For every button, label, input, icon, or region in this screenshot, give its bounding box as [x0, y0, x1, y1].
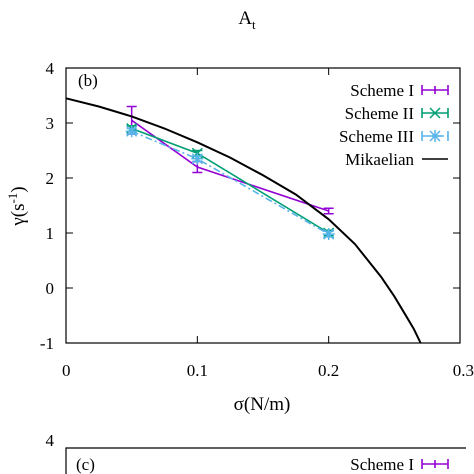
panel-label-b: (b) [78, 71, 98, 90]
legend-marker-scheme-ii [429, 107, 441, 119]
y-tick-label-2: 1 [46, 224, 55, 243]
y-axis-label: γ(s-1) [5, 186, 29, 226]
legend-sample-c-scheme-i [421, 459, 449, 469]
x-tick-label-1: 0.1 [187, 361, 208, 380]
top-caption: At [238, 8, 256, 32]
legend-sample-scheme-iii [421, 130, 449, 142]
legend-label-scheme-iii: Scheme III [339, 127, 414, 146]
series-line-mikaelian [65, 97, 422, 344]
panel-label-c: (c) [76, 455, 95, 474]
top-caption-main: A [238, 8, 252, 29]
y-tick-label-0: -1 [40, 334, 54, 353]
x-axis-label: σ(N/m) [234, 394, 291, 415]
legend-label-scheme-i: Scheme I [350, 81, 414, 100]
y-axis: -1 0 1 2 3 4 [40, 59, 460, 353]
legend: Scheme I Scheme II Scheme III Mikaelian [339, 81, 449, 169]
x-tick-label-3: 0.3 [453, 361, 474, 380]
legend-sample-scheme-ii [421, 107, 449, 119]
y-axis-label-sup: -1 [5, 193, 20, 204]
marker-scheme-iii-1 [191, 152, 204, 165]
y-axis-label-close: ) [8, 186, 29, 192]
legend-marker-scheme-iii [429, 130, 441, 142]
legend-label-mikaelian: Mikaelian [345, 150, 414, 169]
marker-scheme-iii-2 [322, 228, 335, 241]
plot-frame [65, 67, 461, 344]
legend-marker-scheme-ii-stroke-b [429, 107, 441, 119]
y-tick-label-1: 0 [46, 279, 55, 298]
marker-scheme-iii-0 [125, 125, 138, 138]
errorbar-scheme-i-2 [323, 207, 334, 215]
y-tick-label-4: 3 [46, 114, 55, 133]
legend-sample-scheme-i [421, 85, 449, 95]
x-tick-label-0: 0 [62, 361, 71, 380]
y-tick-label-c-4: 4 [46, 431, 55, 450]
panel-b: -1 0 1 2 3 4 0 0.1 0.2 0.3 (b) Scheme I Scheme II… [5, 59, 474, 415]
y-axis-label-main: γ(s [8, 204, 29, 227]
legend-label-c-scheme-i: Scheme I [350, 455, 414, 474]
top-caption-sub: t [252, 17, 256, 32]
panel-c: 4 (c) Scheme I [46, 431, 466, 474]
plot-series [65, 97, 422, 344]
y-tick-label-3: 2 [46, 169, 55, 188]
y-tick-label-5: 4 [46, 59, 55, 78]
x-tick-label-2: 0.2 [318, 361, 339, 380]
series-line-scheme-iii [131, 130, 330, 235]
x-axis: 0 0.1 0.2 0.3 [62, 68, 474, 380]
legend-label-scheme-ii: Scheme II [345, 104, 415, 123]
